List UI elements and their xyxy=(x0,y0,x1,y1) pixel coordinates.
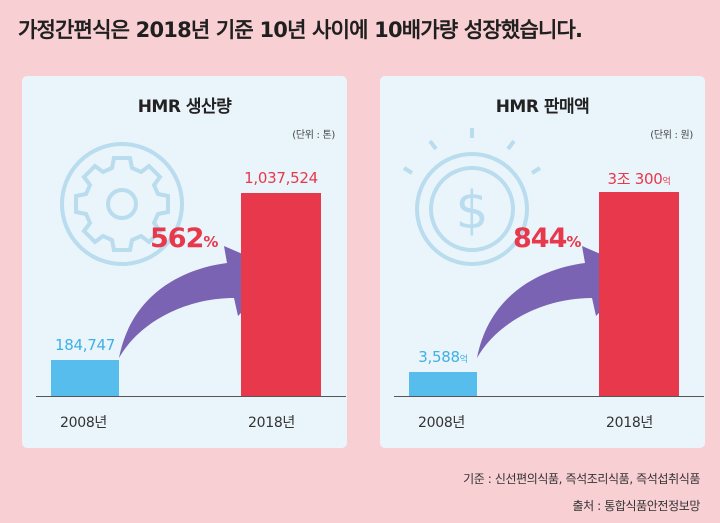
growth-unit: % xyxy=(566,233,581,251)
value-number: 3,588 xyxy=(418,347,460,366)
chart-title: HMR 판매액 xyxy=(495,97,590,117)
value-label-2008: 184,747 xyxy=(55,336,115,354)
coin-ray xyxy=(402,166,414,175)
value-label-2018: 1,037,524 xyxy=(244,169,318,187)
value-label-2018: 3조 300억 xyxy=(608,168,671,189)
value-number: 1,037,524 xyxy=(244,169,318,188)
bar-2008 xyxy=(409,371,477,396)
chart-title: HMR 생산량 xyxy=(137,97,232,117)
growth-rate-label: 844% xyxy=(513,223,581,254)
value-number: 184,747 xyxy=(55,335,115,354)
growth-unit: % xyxy=(203,233,218,251)
coin-ray xyxy=(506,139,516,151)
gear-outer-ring xyxy=(60,142,184,266)
bar-2018 xyxy=(241,193,321,396)
bar-2018 xyxy=(599,192,679,396)
unit-label: (단위 : 톤) xyxy=(292,130,335,141)
gear-hub xyxy=(106,188,138,220)
dollar-sign-icon: $ xyxy=(455,181,488,241)
value-number: 3조 300 xyxy=(607,170,663,189)
x-tick-2008: 2008년 xyxy=(60,415,108,431)
x-tick-2018: 2018년 xyxy=(606,415,654,431)
bar-2008 xyxy=(51,359,119,396)
sales-chart-panel: $ HMR 판매액 (단위 : 원) 3,588억 3조 300억 844% 2… xyxy=(380,76,705,448)
coin-ray xyxy=(428,139,438,151)
value-label-2008: 3,588억 xyxy=(418,347,468,366)
dollar-coin-icon xyxy=(402,128,542,266)
footnote-basis: 기준 : 신선편의식품, 즉석조리식품, 즉석섭취식품 xyxy=(463,472,700,486)
value-suffix: 억 xyxy=(662,177,671,188)
coin-inner-ring xyxy=(429,166,515,252)
unit-label: (단위 : 원) xyxy=(650,130,693,141)
page-title: 가정간편식은 2018년 기준 10년 사이에 10배가량 성장했습니다. xyxy=(18,18,583,42)
growth-rate-label: 562% xyxy=(150,223,218,254)
x-axis-line xyxy=(394,396,704,397)
growth-number: 562 xyxy=(150,223,204,254)
production-chart-panel: HMR 생산량 (단위 : 톤) 184,747 1,037,524 562% … xyxy=(22,76,347,448)
gear-icon xyxy=(60,142,184,266)
x-axis-line xyxy=(36,396,346,397)
coin-ray xyxy=(530,166,542,175)
value-suffix: 억 xyxy=(459,354,468,365)
coin-outer-ring xyxy=(415,152,529,266)
x-tick-2018: 2018년 xyxy=(248,415,296,431)
gear-teeth xyxy=(74,156,170,252)
footnote-source: 출처 : 통합식품안전정보망 xyxy=(572,499,700,513)
growth-number: 844 xyxy=(513,223,567,254)
x-tick-2008: 2008년 xyxy=(418,415,466,431)
